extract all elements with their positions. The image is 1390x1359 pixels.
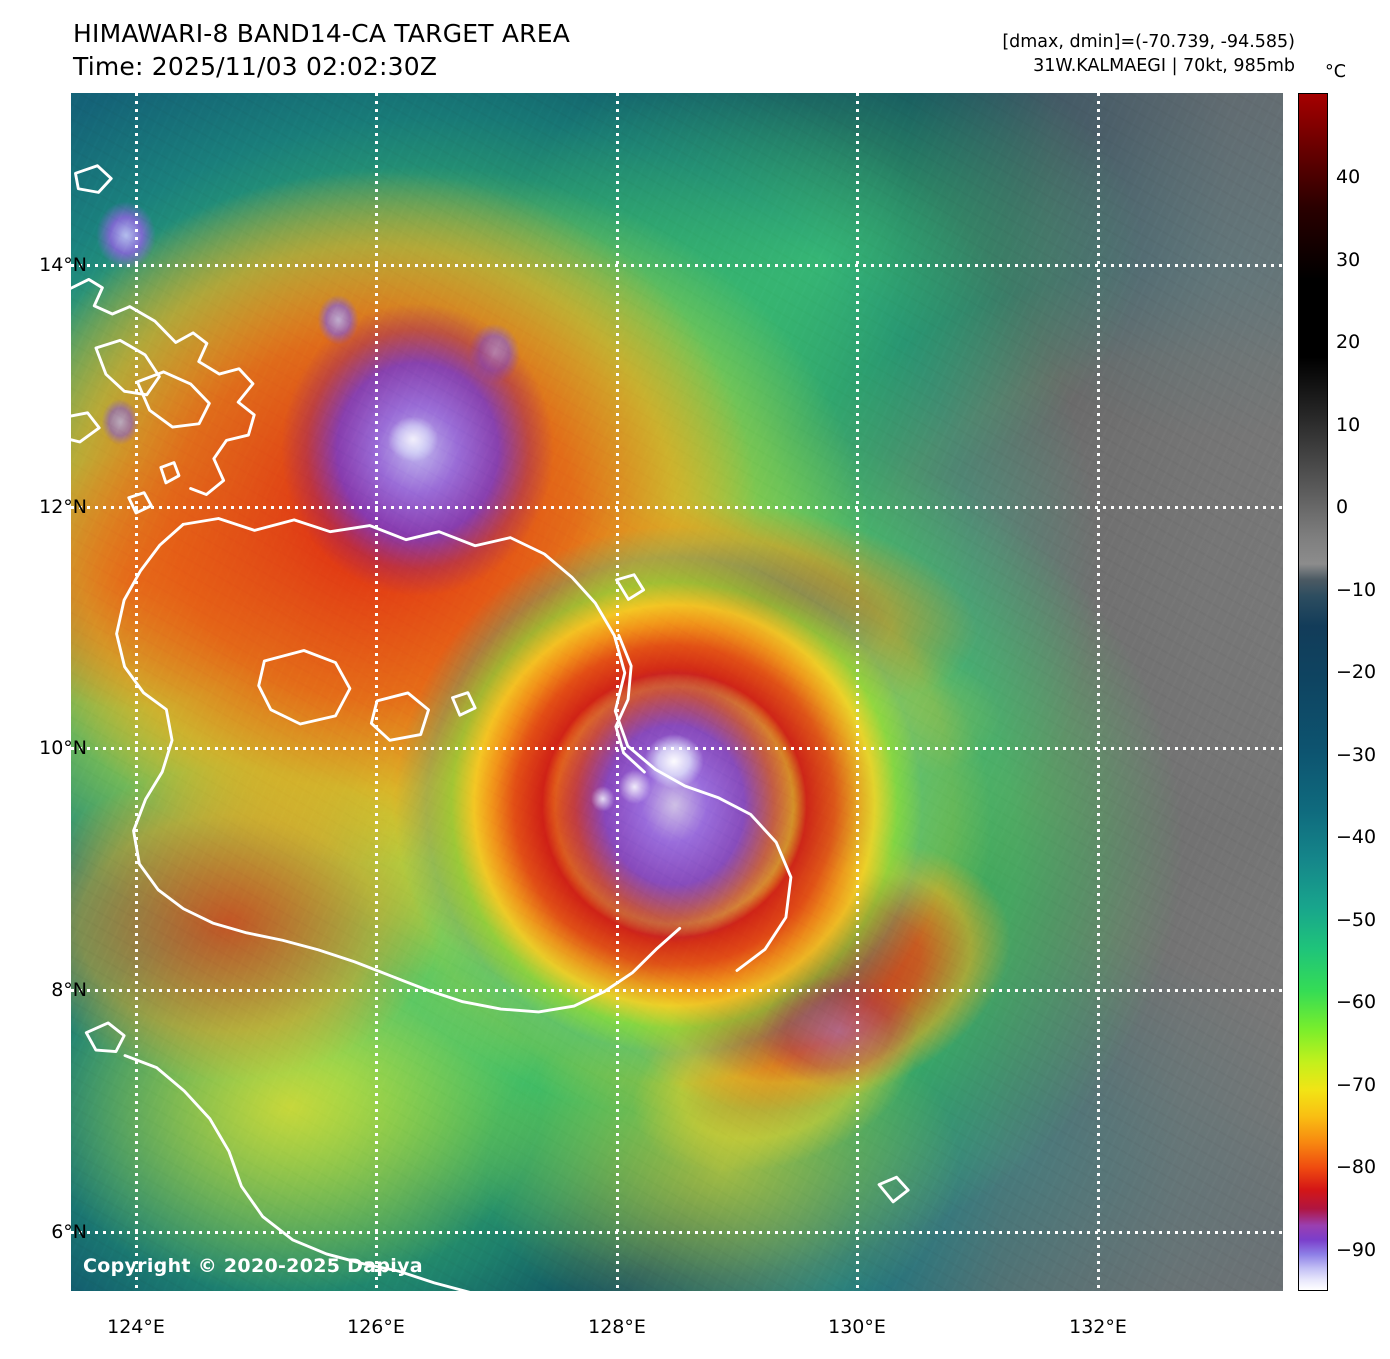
page-title: HIMAWARI-8 BAND14-CA TARGET AREA — [73, 19, 571, 48]
gridline-lon-126 — [375, 93, 378, 1291]
ctick-label-m20: −20 — [1336, 661, 1377, 683]
ctick-label-m40: −40 — [1336, 826, 1377, 848]
temperature-colorbar[interactable] — [1298, 93, 1328, 1291]
ctick-label-m50: −50 — [1336, 909, 1377, 931]
ctick-label-20: 20 — [1336, 331, 1361, 353]
copyright-label: Copyright © 2020-2025 Dapiya — [83, 1255, 423, 1277]
gridline-lat-10 — [71, 747, 1283, 750]
coastline-overlay — [71, 164, 910, 1291]
ytick-label-8n: 8°N — [51, 979, 87, 1001]
ctick-label-30: 30 — [1336, 249, 1361, 271]
xtick-label-130e: 130°E — [828, 1316, 886, 1338]
gridline-lon-124 — [135, 93, 138, 1291]
ctick-label-m30: −30 — [1336, 744, 1377, 766]
gridline-lat-12 — [71, 506, 1283, 509]
xtick-label-126e: 126°E — [347, 1316, 405, 1338]
ctick-label-m90: −90 — [1336, 1239, 1377, 1261]
dmax-dmin-label: [dmax, dmin]=(-70.739, -94.585) — [1002, 32, 1295, 52]
ctick-label-m70: −70 — [1336, 1074, 1377, 1096]
ytick-label-10n: 10°N — [39, 737, 87, 759]
ctick-label-m80: −80 — [1336, 1156, 1377, 1178]
ctick-label-10: 10 — [1336, 414, 1361, 436]
gridline-lat-6 — [71, 1231, 1283, 1234]
colorbar-unit-label: °C — [1325, 62, 1346, 82]
ctick-label-0: 0 — [1336, 496, 1349, 518]
title-block: HIMAWARI-8 BAND14-CA TARGET AREA Time: 2… — [73, 18, 570, 83]
gridline-lon-130 — [856, 93, 859, 1291]
metadata-block: [dmax, dmin]=(-70.739, -94.585) 31W.KALM… — [1002, 30, 1295, 78]
gridline-lon-128 — [616, 93, 619, 1291]
xtick-label-124e: 124°E — [107, 1316, 165, 1338]
ytick-label-6n: 6°N — [51, 1221, 87, 1243]
ytick-label-12n: 12°N — [39, 496, 87, 518]
storm-info-label: 31W.KALMAEGI | 70kt, 985mb — [1033, 56, 1295, 77]
gridline-lat-8 — [71, 989, 1283, 992]
ctick-label-40: 40 — [1336, 166, 1361, 188]
gridline-lon-132 — [1097, 93, 1100, 1291]
satellite-image-plot[interactable]: Copyright © 2020-2025 Dapiya — [71, 93, 1283, 1291]
xtick-label-132e: 132°E — [1069, 1316, 1127, 1338]
satellite-swath — [71, 93, 1283, 1291]
gridline-lat-14 — [71, 264, 1283, 267]
ytick-label-14n: 14°N — [39, 254, 87, 276]
ctick-label-m60: −60 — [1336, 991, 1377, 1013]
latlon-grid — [71, 93, 1283, 1291]
timestamp-label: Time: 2025/11/03 02:02:30Z — [73, 51, 438, 81]
ctick-label-m10: −10 — [1336, 579, 1377, 601]
xtick-label-128e: 128°E — [588, 1316, 646, 1338]
